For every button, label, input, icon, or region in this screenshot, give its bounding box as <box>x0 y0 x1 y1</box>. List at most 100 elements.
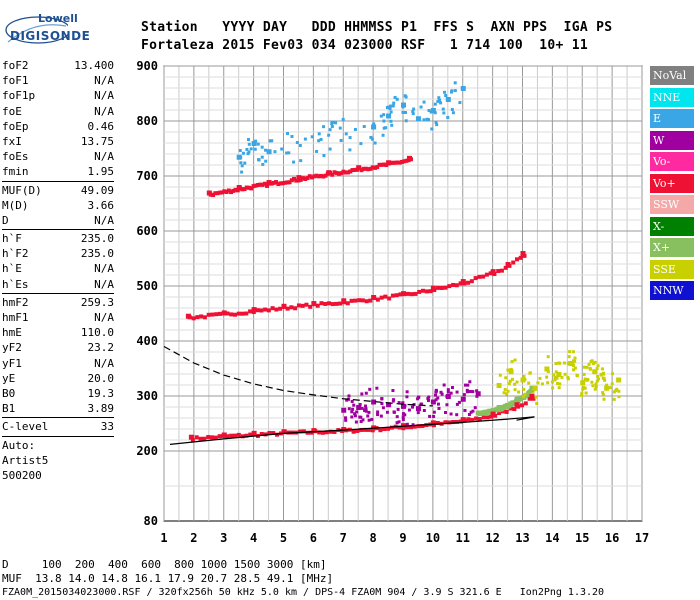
echo-point <box>435 123 439 127</box>
x-tick-label: 1 <box>160 531 167 545</box>
echo-point <box>323 301 328 306</box>
series-point <box>236 185 242 190</box>
echo-point <box>437 96 441 100</box>
param-name: hmF2 <box>2 295 29 309</box>
echo-point <box>328 147 332 151</box>
echo-point <box>420 402 424 406</box>
echo-point <box>427 118 431 122</box>
echo-point <box>330 122 334 126</box>
echo-point <box>273 150 277 154</box>
echo-point <box>343 170 348 175</box>
echo-point <box>477 416 482 421</box>
echo-point <box>610 382 614 386</box>
series-point <box>496 405 502 410</box>
echo-point <box>510 377 514 381</box>
param-name: hmF1 <box>2 311 29 324</box>
echo-point <box>260 145 264 149</box>
echo-point <box>508 406 513 411</box>
echo-point <box>466 280 471 285</box>
series-point <box>386 113 392 119</box>
echo-point <box>244 185 249 190</box>
echo-point <box>473 276 478 281</box>
param-value: 49.09 <box>80 183 114 197</box>
logo-line2: DIGISONDE <box>10 29 91 43</box>
echo-point <box>428 414 432 418</box>
echo-point <box>397 425 402 430</box>
echo-point <box>389 119 393 123</box>
series-point <box>296 175 302 181</box>
echo-point <box>353 414 357 418</box>
echo-point <box>287 151 291 155</box>
echo-point <box>432 410 436 414</box>
echo-point <box>447 420 452 425</box>
header-labels: Station YYYY DAY DDD HHMMSS P1 FFS S AXN… <box>141 20 613 35</box>
echo-point <box>381 406 385 410</box>
echo-point <box>457 400 461 404</box>
echo-point <box>249 147 253 151</box>
echo-point <box>246 152 250 156</box>
param-row: foF1p N/A <box>2 88 114 103</box>
echo-point <box>545 375 549 379</box>
echo-point <box>446 388 450 392</box>
series-point <box>311 301 317 307</box>
echo-point <box>535 402 539 406</box>
echo-point <box>195 315 200 320</box>
echo-point <box>419 105 423 109</box>
param-row: B0 19.3 <box>2 386 114 401</box>
echo-point <box>375 297 380 302</box>
param-name: C-level <box>2 420 49 434</box>
y-tick-label: 900 <box>136 59 158 73</box>
param-row: M(D) 3.66 <box>2 198 114 213</box>
x-tick-label: 2 <box>190 531 197 545</box>
echo-point <box>453 81 457 85</box>
echo-point <box>392 410 396 414</box>
echo-point <box>596 364 600 368</box>
echo-point <box>591 362 595 366</box>
y-tick-label: 200 <box>136 444 158 458</box>
x-tick-label: 4 <box>250 531 257 545</box>
echo-point <box>275 432 280 437</box>
echo-point <box>359 142 363 146</box>
echo-point <box>468 380 472 384</box>
echo-point <box>534 395 538 399</box>
echo-point <box>266 308 271 313</box>
echo-point <box>194 435 199 440</box>
echo-point <box>271 431 276 436</box>
echo-point <box>573 366 577 370</box>
echo-point <box>503 265 508 270</box>
echo-point <box>454 283 459 288</box>
param-name: D <box>2 213 9 227</box>
series-point <box>514 402 520 408</box>
echo-point <box>383 294 388 299</box>
echo-point <box>555 376 559 380</box>
param-value: 23.2 <box>87 341 115 355</box>
echo-point <box>244 311 249 316</box>
legend-item-ssw: SSW <box>650 195 694 214</box>
legend-item-x-: X- <box>650 216 694 236</box>
echo-point <box>615 387 619 391</box>
echo-point <box>292 176 297 181</box>
echo-point <box>290 134 294 138</box>
echo-point <box>370 137 374 141</box>
echo-point <box>466 417 471 422</box>
echo-point <box>289 305 294 310</box>
series-point <box>356 405 362 410</box>
echo-point <box>319 173 324 178</box>
echo-point <box>226 188 231 193</box>
echo-point <box>411 405 415 409</box>
series-point <box>604 385 610 391</box>
x-tick-label: 5 <box>280 531 287 545</box>
param-value: 3.66 <box>87 198 115 212</box>
echo-point <box>354 420 358 424</box>
series-point <box>281 429 287 435</box>
echo-point <box>319 301 324 306</box>
echo-point <box>390 123 394 127</box>
echo-point <box>503 387 507 391</box>
echo-point <box>379 295 384 300</box>
echo-point <box>405 422 409 426</box>
echo-point <box>458 101 462 105</box>
echo-point <box>247 150 251 154</box>
echo-point <box>359 427 364 432</box>
series-point <box>266 180 272 186</box>
echo-point <box>236 432 241 437</box>
